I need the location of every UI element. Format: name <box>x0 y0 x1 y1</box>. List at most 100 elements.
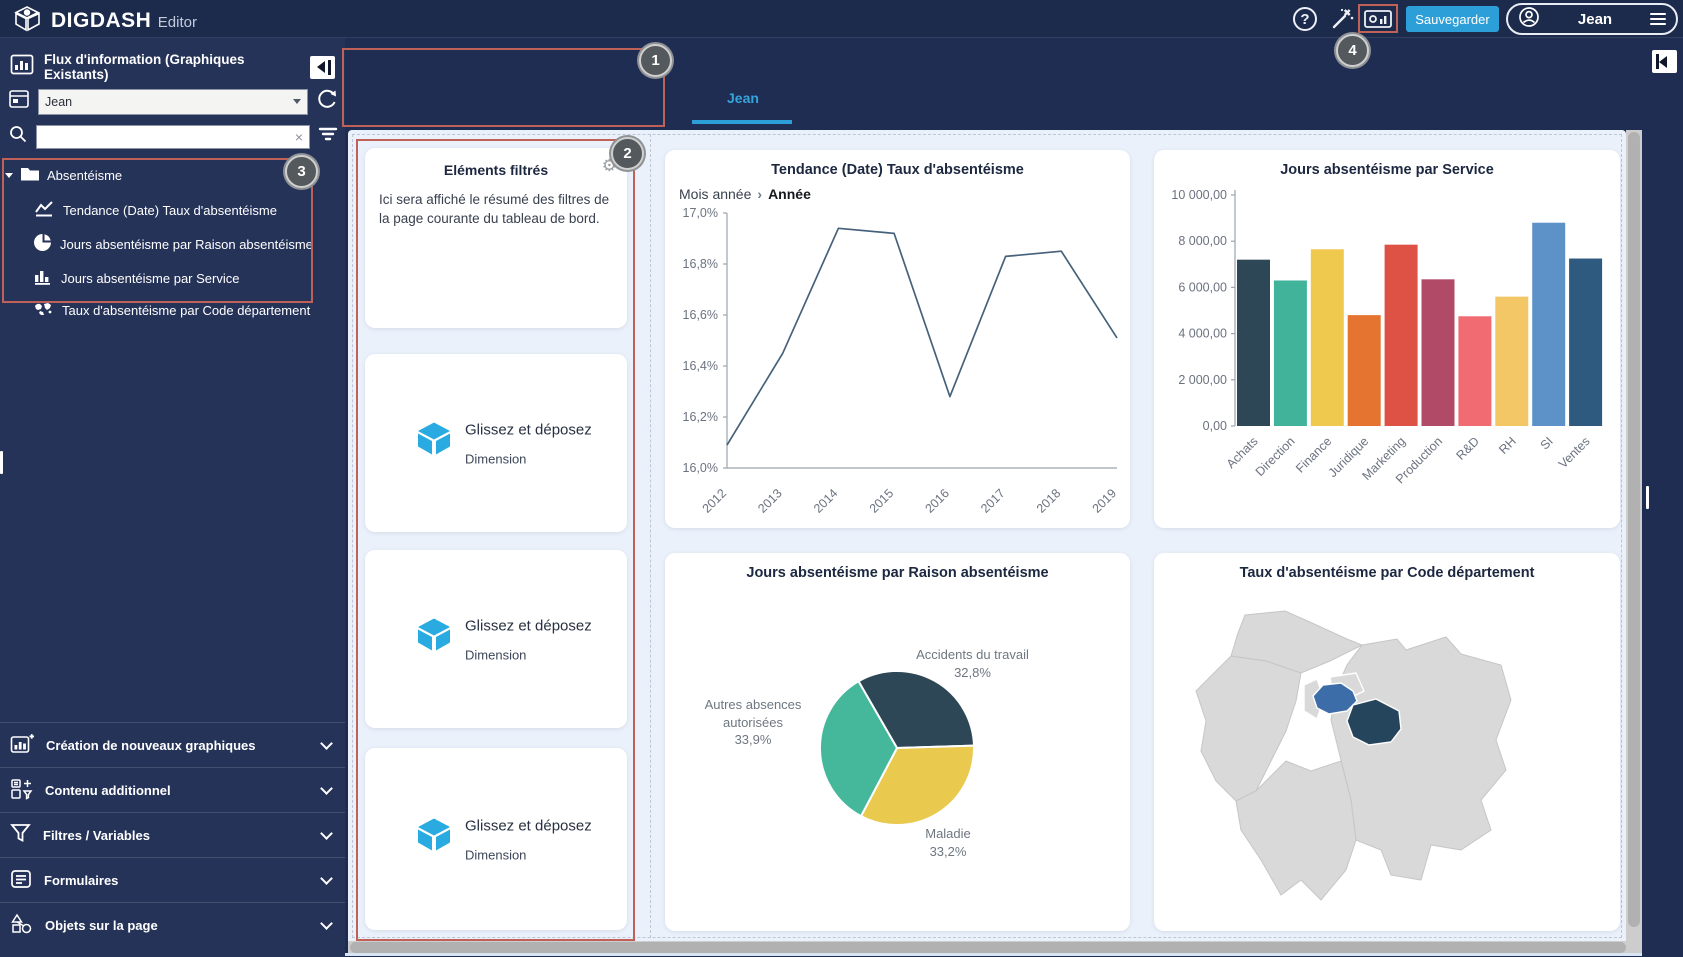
digdash-cube-logo-icon <box>14 5 41 37</box>
bottom-edge <box>0 953 1683 956</box>
tab-user-jean[interactable]: Jean <box>727 90 759 106</box>
flows-panel-icon <box>10 54 34 80</box>
right-collapsed-panel <box>1642 38 1683 957</box>
svg-text:2016: 2016 <box>922 486 952 516</box>
pie-label-maladie: Maladie 33,2% <box>925 826 971 859</box>
bar-chart-plot: 10 000,00 8 000,00 6 000,00 4 000,00 2 000,0… <box>1171 188 1603 486</box>
map-department[interactable] <box>1230 610 1364 674</box>
svg-text:16,6%: 16,6% <box>683 308 718 322</box>
filter-icon <box>10 823 31 847</box>
drop-hint-text: Glissez et déposez <box>465 617 592 635</box>
search-field: × <box>36 124 310 149</box>
svg-text:16,2%: 16,2% <box>683 410 718 424</box>
tree-item[interactable]: Jours absentéisme par Raison absentéisme <box>0 227 345 261</box>
map-chart-title: Taux d'absentéisme par Code département <box>1239 565 1535 581</box>
sidebar-section-cr-ation-de-nouveaux-graphiques[interactable]: Création de nouveaux graphiques <box>0 722 345 767</box>
active-user-tab-underline <box>692 120 792 124</box>
section-label: Filtres / Variables <box>43 827 150 843</box>
line-chart-card[interactable]: Tendance (Date) Taux d'absentéisme Mois … <box>665 150 1130 528</box>
refresh-icon[interactable] <box>316 88 338 115</box>
pie-chart-plot <box>818 670 976 827</box>
sidebar-section-formulaires[interactable]: Formulaires <box>0 857 345 902</box>
svg-text:2 000,00: 2 000,00 <box>1178 373 1227 387</box>
new-chart-icon <box>10 733 34 757</box>
cube-icon <box>415 816 453 859</box>
filtered-elements-title: Eléments filtrés <box>443 162 549 178</box>
svg-text:2014: 2014 <box>811 486 841 516</box>
pie-label-autres: Autres absences autorisées 33,9% <box>704 697 802 748</box>
svg-text:Ventes: Ventes <box>1556 434 1593 471</box>
brand-name: DIGDASH <box>51 9 152 32</box>
drop-dimension-label: Dimension <box>465 451 527 467</box>
form-icon <box>10 869 32 892</box>
magic-wand-icon[interactable] <box>1330 6 1355 36</box>
sort-filter-icon[interactable] <box>318 125 338 148</box>
dimension-drop-zone[interactable]: Glissez et déposez Dimension <box>365 550 627 728</box>
tree-folder-absenteisme[interactable]: Absentéisme <box>0 158 345 193</box>
clear-search-icon[interactable]: × <box>294 128 303 145</box>
svg-text:RH: RH <box>1496 434 1519 457</box>
screenshot-camera-icon[interactable] <box>1363 8 1393 35</box>
svg-text:2015: 2015 <box>867 486 897 516</box>
svg-text:2018: 2018 <box>1034 486 1064 516</box>
right-splitter-handle[interactable] <box>1646 486 1649 509</box>
help-icon[interactable]: ? <box>1293 7 1317 31</box>
sidebar-section-contenu-additionnel[interactable]: Contenu additionnel <box>0 767 345 812</box>
breadcrumb-separator-icon: › <box>757 186 763 202</box>
chevron-down-icon <box>320 871 333 885</box>
map-department-highlight-dark[interactable] <box>1346 698 1402 746</box>
save-button[interactable]: Sauvegarder <box>1406 6 1499 32</box>
section-label: Objets sur la page <box>45 917 158 933</box>
svg-text:17,0%: 17,0% <box>683 206 718 220</box>
sidebar-section-objets-sur-la-page[interactable]: Objets sur la page <box>0 902 345 947</box>
bar-chart-icon <box>34 268 52 288</box>
cube-icon <box>415 420 453 463</box>
dimension-drop-zone[interactable]: Glissez et déposez Dimension <box>365 748 627 930</box>
tree-item-label: Tendance (Date) Taux d'absentéisme <box>63 202 277 218</box>
breadcrumb-parent[interactable]: Mois année <box>679 186 752 202</box>
tree-item[interactable]: Taux d'absentéisme par Code département <box>0 295 345 326</box>
map-department-highlight-blue[interactable] <box>1312 682 1358 715</box>
tree-item-label: Jours absentéisme par Service <box>61 270 240 286</box>
left-splitter-handle[interactable] <box>0 451 3 474</box>
line-chart-plot: 17,0% 16,8% 16,6% 16,4% 16,2% 16,0% 2012 2013 20… <box>683 206 1120 516</box>
additional-content-icon <box>10 778 33 803</box>
map-department[interactable] <box>1235 760 1357 901</box>
chevron-down-icon <box>320 826 333 840</box>
drill-breadcrumb[interactable]: Mois année › Année <box>679 186 811 202</box>
pie-chart-card[interactable]: Jours absentéisme par Raison absentéisme… <box>665 553 1130 931</box>
search-icon <box>8 124 28 149</box>
tree-folder-label: Absentéisme <box>47 168 123 183</box>
pie-chart-title: Jours absentéisme par Raison absentéisme <box>746 565 1049 581</box>
flows-sidebar: Flux d'information (Graphiques Existants… <box>0 38 345 957</box>
expand-right-panel-icon[interactable] <box>1652 50 1677 73</box>
map-department[interactable] <box>1330 636 1512 881</box>
horizontal-scrollbar-thumb[interactable] <box>350 942 1626 953</box>
svg-text:2017: 2017 <box>978 486 1008 516</box>
vertical-scrollbar-thumb[interactable] <box>1628 132 1640 927</box>
tree-item[interactable]: Tendance (Date) Taux d'absentéisme <box>0 193 345 227</box>
section-label: Contenu additionnel <box>45 782 171 798</box>
cube-selector-dropdown[interactable]: Jean <box>38 88 308 115</box>
svg-text:0,00: 0,00 <box>1203 419 1227 433</box>
sidebar-accordion: Création de nouveaux graphiques Contenu a… <box>0 722 345 947</box>
layout-zone-border <box>352 134 1622 938</box>
map-chart-icon <box>34 302 53 319</box>
user-menu[interactable]: Jean <box>1506 3 1678 35</box>
sidebar-section-filtres-variables[interactable]: Filtres / Variables <box>0 812 345 857</box>
svg-text:16,8%: 16,8% <box>683 257 718 271</box>
cube-icon <box>415 616 453 659</box>
dimension-drop-zone[interactable]: Glissez et déposez Dimension <box>365 354 627 532</box>
bar-chart-card[interactable]: Jours absentéisme par Service 10 000,00 8… <box>1154 150 1620 528</box>
collapse-sidebar-icon[interactable] <box>310 55 335 79</box>
svg-text:16,4%: 16,4% <box>683 359 718 373</box>
svg-text:2012: 2012 <box>700 486 730 516</box>
dashboard-canvas: Eléments filtrés ⚙ Ici sera affiché le r… <box>348 130 1626 944</box>
board-icon <box>8 89 30 114</box>
gear-icon[interactable]: ⚙ <box>601 156 617 175</box>
search-input[interactable] <box>43 128 295 145</box>
map-chart-card[interactable]: Taux d'absentéisme par Code département <box>1154 553 1620 931</box>
dropdown-value: Jean <box>45 94 73 109</box>
svg-text:6 000,00: 6 000,00 <box>1178 280 1227 294</box>
tree-item[interactable]: Jours absentéisme par Service <box>0 261 345 295</box>
